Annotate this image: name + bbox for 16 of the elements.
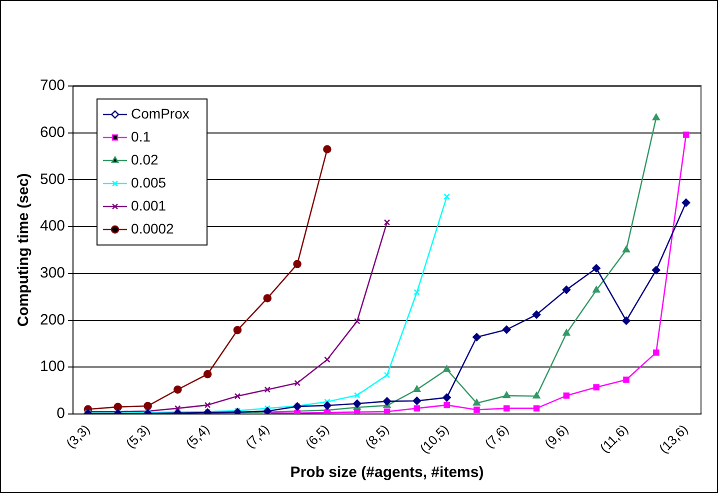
y-tick-label: 300 [40,264,66,282]
y-tick-label: 500 [40,170,66,188]
legend-label: 0.0002 [131,220,174,236]
legend-label: 0.005 [131,174,166,190]
legend-label: 0.001 [131,197,166,214]
y-tick-label: 200 [40,311,66,328]
y-axis-title: Computing time (sec) [15,173,32,327]
y-tick-label: 100 [40,358,66,376]
y-tick-label: 700 [40,77,66,94]
y-tick-label: 600 [40,124,66,141]
legend-label: 0.1 [131,128,151,144]
x-axis-title: Prob size (#agents, #items) [290,464,484,482]
legend-label: 0.02 [131,151,158,168]
y-tick-label: 0 [56,405,66,422]
y-tick-label: 400 [40,218,66,235]
legend-label: ComProx [131,105,190,122]
